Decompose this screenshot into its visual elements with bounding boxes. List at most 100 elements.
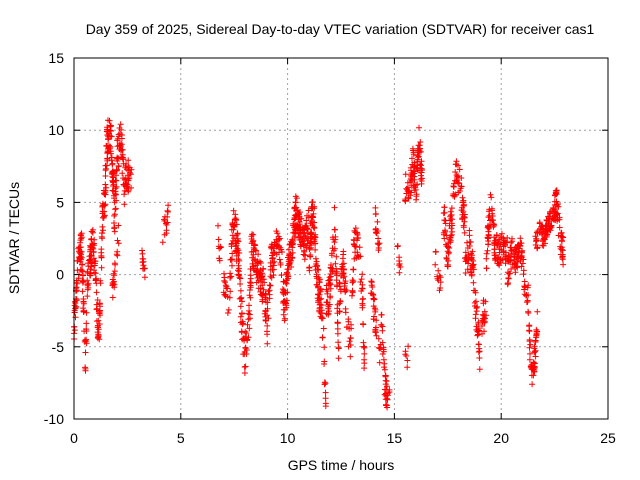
data-point [360,321,367,328]
data-point [159,239,166,246]
data-point [521,286,528,293]
data-point [358,276,365,283]
data-point [396,254,403,261]
data-point [547,225,554,232]
data-point [445,240,452,247]
data-point [305,207,312,214]
data-point [96,308,103,315]
data-point [89,244,96,251]
data-point [504,269,511,276]
data-point [368,279,375,286]
data-point [349,292,355,299]
data-point [241,370,248,376]
data-point [407,164,414,171]
data-point [104,143,110,150]
data-point [475,327,482,334]
data-point [527,350,533,357]
data-point [432,261,439,268]
data-point [310,214,316,221]
data-point [526,344,533,351]
data-point [531,368,538,375]
data-point [335,355,342,362]
data-markers [71,117,567,411]
data-point [266,287,273,294]
data-point [112,190,119,197]
data-point [491,234,498,241]
data-point [533,238,540,245]
data-point [548,222,555,229]
data-point [346,325,353,332]
data-point [305,226,311,233]
data-point [551,198,558,205]
data-point [359,281,366,288]
data-point [336,300,343,307]
data-point [140,258,147,265]
data-point [380,346,387,353]
data-point [306,264,313,271]
data-point [547,210,554,217]
data-point [513,258,520,265]
data-point [462,249,469,256]
data-point [539,242,546,249]
data-point [101,212,108,219]
data-point [333,253,340,260]
data-point [466,243,473,249]
data-point [82,349,89,356]
data-point [306,245,313,252]
data-point [115,240,122,247]
data-point [121,191,128,198]
data-point [243,351,250,357]
data-point [141,265,148,272]
data-point [409,155,415,162]
data-point [322,380,329,387]
data-point [527,341,534,348]
data-point [372,211,379,218]
data-point [107,150,114,157]
data-point [111,228,118,235]
data-point [259,273,266,279]
data-point [409,145,416,152]
data-point [76,254,83,261]
data-point [381,366,388,373]
data-point [534,308,541,315]
data-point [259,282,266,289]
data-point [356,244,363,251]
data-point [114,166,121,173]
data-point [374,218,381,225]
data-point [402,348,409,355]
data-point [453,161,460,168]
data-point [99,223,106,230]
data-point [247,279,254,286]
data-point [417,176,424,183]
data-point [85,280,92,287]
data-point [286,260,293,267]
data-point [475,321,482,327]
data-point [92,258,99,265]
data-point [410,149,417,156]
data-point [239,310,245,317]
data-point [290,229,297,236]
data-point [469,262,476,269]
data-point [281,306,288,313]
data-point [485,241,492,248]
data-point [339,261,346,268]
data-point [526,338,533,345]
data-point [274,230,281,237]
data-point [110,270,117,277]
data-point [227,288,234,295]
data-point [415,142,422,149]
data-point [262,307,269,314]
data-point [414,156,421,163]
data-point [280,278,287,285]
data-point [111,195,118,202]
data-point [512,269,519,276]
data-point [244,321,251,328]
data-point [404,357,411,364]
data-point [416,147,423,154]
data-point [312,255,319,262]
data-point [235,267,241,274]
data-point [161,217,168,224]
data-point [372,204,379,211]
data-point [298,215,305,222]
data-point [326,277,333,284]
